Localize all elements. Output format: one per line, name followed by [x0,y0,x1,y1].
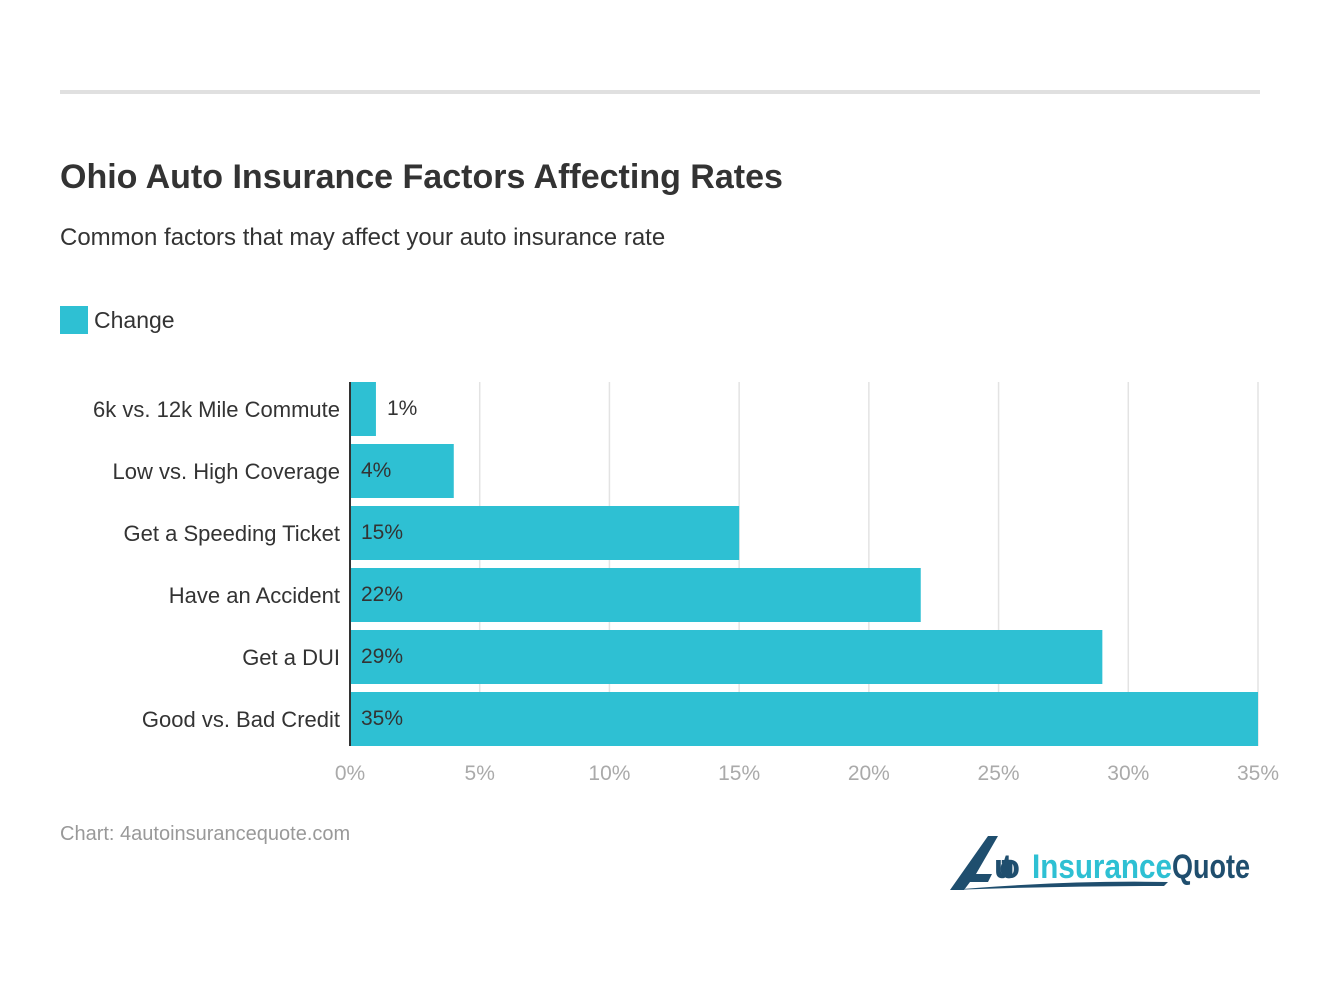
data-label: 35% [361,707,403,730]
legend: Change [60,306,175,334]
legend-swatch [60,306,88,334]
chart-source: Chart: 4autoinsurancequote.com [60,823,351,845]
y-category-label: Have an Accident [169,583,340,608]
bar [350,630,1103,684]
legend-label: Change [94,306,175,333]
bar [350,382,376,436]
bar [350,568,921,622]
y-category-label: Low vs. High Coverage [113,459,340,484]
y-category-label: Get a DUI [242,645,340,670]
y-category-label: Good vs. Bad Credit [142,707,340,732]
x-tick-label: 30% [1107,762,1149,785]
svg-text:Quote: Quote [1172,848,1250,886]
data-label: 22% [361,583,403,606]
data-label: 15% [361,521,403,544]
data-label: 4% [361,459,391,482]
data-label: 1% [387,397,417,420]
top-divider [60,90,1260,94]
bar [350,444,454,498]
y-category-label: 6k vs. 12k Mile Commute [93,397,340,422]
svg-text:uto: uto [994,848,1020,886]
bar [350,692,1258,746]
x-tick-label: 35% [1237,762,1279,785]
x-tick-label: 20% [848,762,890,785]
x-tick-label: 5% [465,762,495,785]
chart-subtitle: Common factors that may affect your auto… [60,224,666,251]
x-tick-label: 25% [978,762,1020,785]
data-label: 29% [361,645,403,668]
y-category-label: Get a Speeding Ticket [124,521,340,546]
x-tick-label: 10% [588,762,630,785]
x-tick-label: 15% [718,762,760,785]
svg-text:Insurance: Insurance [1032,848,1172,886]
bar [350,506,740,560]
chart-title: Ohio Auto Insurance Factors Affecting Ra… [60,158,783,196]
x-tick-label: 0% [335,762,365,785]
